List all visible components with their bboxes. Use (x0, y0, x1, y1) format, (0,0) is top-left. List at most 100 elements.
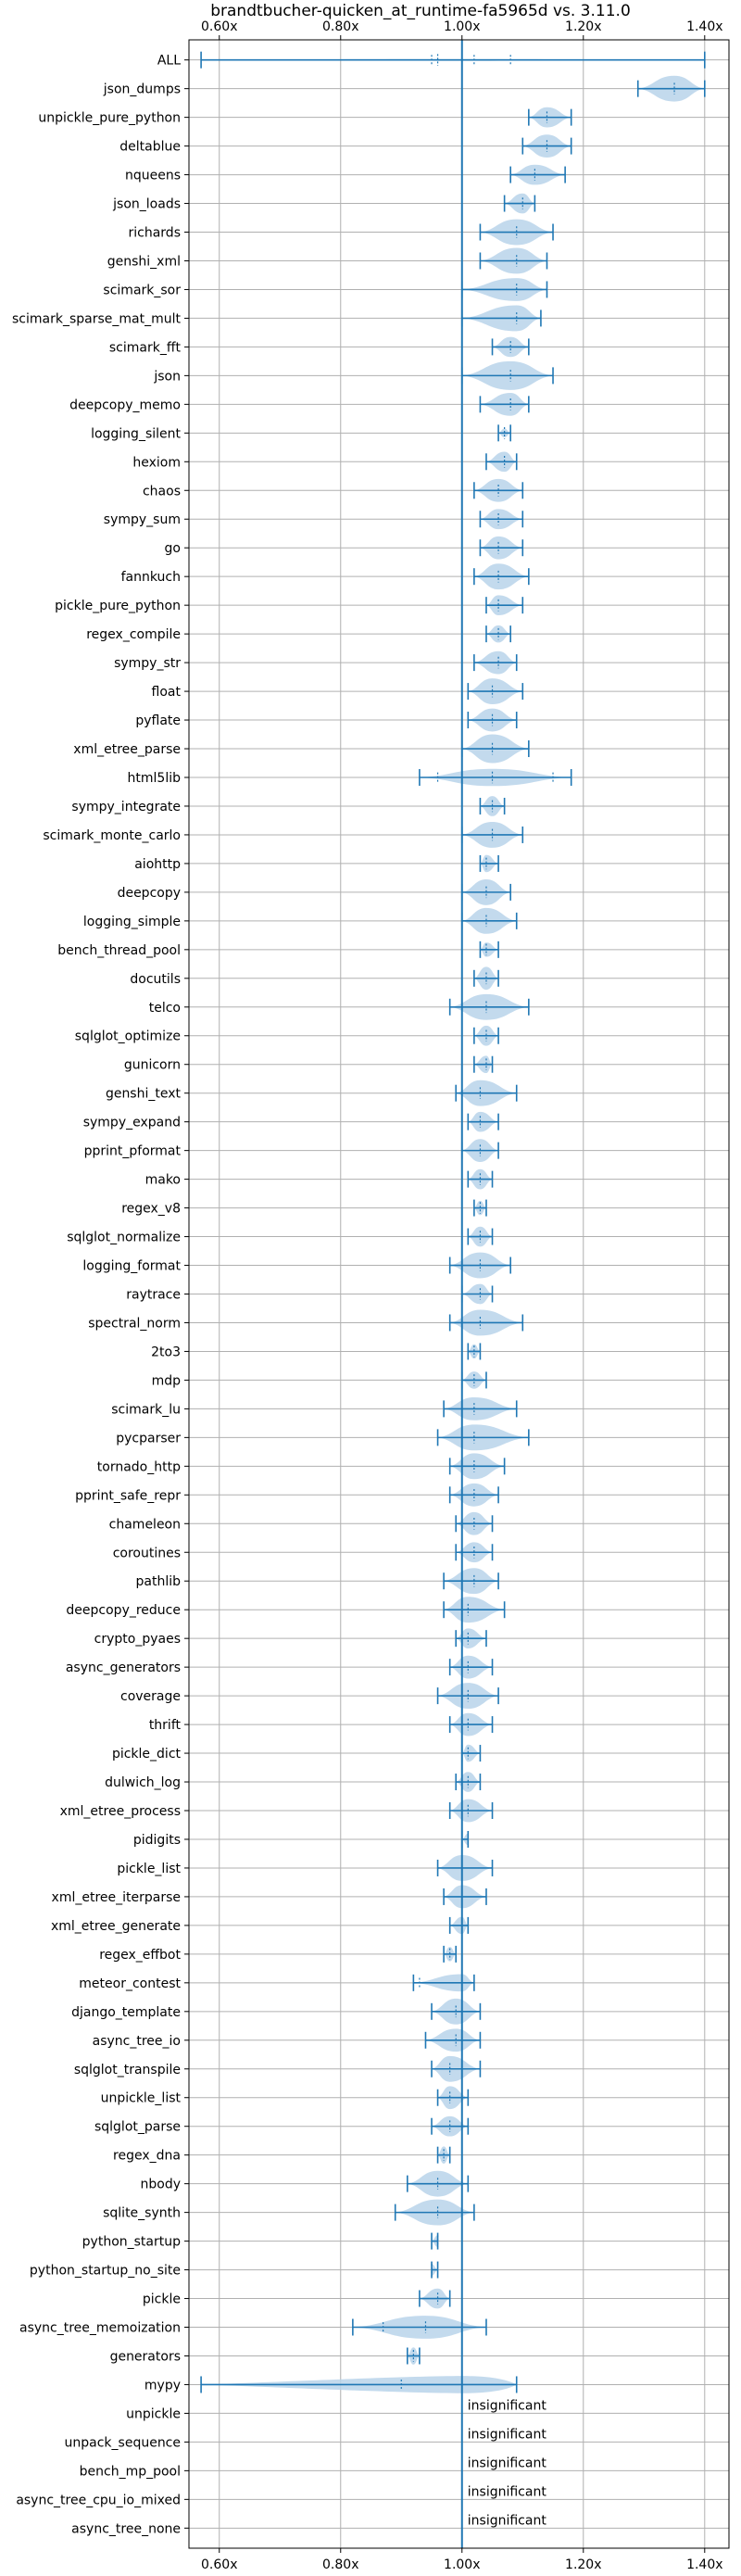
benchmark-label: async_generators (66, 1661, 181, 1675)
benchmark-label: unpickle_pure_python (38, 111, 181, 126)
x-tick-label-top: 0.60x (201, 19, 237, 34)
benchmark-label: scimark_sparse_mat_mult (12, 311, 181, 326)
benchmark-label: meteor_contest (79, 1976, 181, 1991)
benchmark-label: regex_compile (86, 627, 181, 642)
benchmark-label: async_tree_none (71, 2521, 181, 2536)
benchmark-label: dulwich_log (105, 1775, 181, 1790)
benchmark-label: chaos (143, 484, 181, 499)
y-axis-labels: ALL json_dumps unpickle_pure_pythondeltabl… (12, 54, 189, 2536)
benchmark-label: sympy_str (114, 656, 181, 671)
benchmark-label: sympy_integrate (71, 800, 181, 814)
benchmark-label: json_loads (112, 197, 181, 212)
benchmark-label: coverage (120, 1689, 181, 1704)
benchmark-label: chameleon (109, 1517, 181, 1532)
benchmark-label: logging_silent (91, 426, 181, 441)
benchmark-label: sympy_sum (104, 512, 181, 527)
insignificant-label: insignificant (468, 2398, 547, 2413)
benchmark-label: async_tree_memoization (19, 2321, 181, 2336)
chart-title: brandtbucher-quicken_at_runtime-fa5965d … (210, 2, 631, 20)
benchmark-label: hexiom (132, 455, 181, 470)
benchmark-label: crypto_pyaes (94, 1632, 181, 1647)
benchmark-label: pprint_pformat (84, 1144, 182, 1159)
benchmark-label: async_tree_io (93, 2034, 181, 2049)
violin-series (201, 58, 705, 2393)
benchmark-label: sqlglot_optimize (75, 1029, 181, 1044)
benchmark-label: pathlib (136, 1574, 182, 1589)
benchmark-label: scimark_fft (109, 340, 182, 355)
benchmark-label: go (165, 541, 181, 556)
x-tick-label-bottom: 1.40x (686, 2557, 722, 2572)
benchmark-label: xml_etree_process (60, 1804, 181, 1819)
grid-lines (189, 40, 729, 2548)
x-tick-label-bottom: 0.80x (322, 2557, 358, 2572)
benchmark-label: unpack_sequence (65, 2435, 181, 2450)
benchmark-label: mdp (152, 1373, 182, 1388)
benchmark-label: telco (149, 1001, 181, 1016)
x-axis-ticks: 0.60x 0.60x 0.80x 0.80x 1.00x 1.00x 1.20x 1.20x… (201, 19, 723, 2572)
benchmark-label: richards (129, 226, 182, 241)
insignificant-label: insignificant (468, 2484, 547, 2499)
benchmark-label: xml_etree_iterparse (52, 1890, 181, 1905)
benchmark-label: docutils (130, 972, 181, 987)
benchmark-label: xml_etree_parse (73, 742, 181, 757)
benchmark-label: pickle_dict (112, 1747, 182, 1762)
benchmark-label: scimark_lu (111, 1402, 181, 1417)
benchmark-label: bench_mp_pool (80, 2464, 181, 2479)
benchmark-label: raytrace (126, 1288, 181, 1303)
benchmark-label: genshi_xml (107, 254, 181, 269)
benchmark-label: pyflate (135, 713, 181, 728)
benchmark-label: pycparser (116, 1431, 181, 1446)
benchmark-label: unpickle (126, 2406, 181, 2421)
benchmark-label: pprint_safe_repr (75, 1488, 181, 1503)
benchmark-label: mako (145, 1173, 181, 1188)
benchmark-label: sqlglot_parse (94, 2120, 181, 2135)
benchmark-label: aiohttp (134, 857, 181, 872)
benchmark-label: scimark_monte_carlo (43, 828, 181, 843)
x-tick-label-top: 1.40x (686, 19, 722, 34)
benchmark-label: pickle_list (117, 1862, 181, 1876)
x-tick-label-top: 1.00x (444, 19, 480, 34)
benchmark-label: sympy_expand (83, 1116, 181, 1130)
benchmark-label: pickle_pure_python (55, 599, 181, 613)
benchmark-label: spectral_norm (88, 1316, 181, 1331)
benchmark-label: mypy (144, 2378, 181, 2393)
benchmark-label: scimark_sor (103, 283, 181, 297)
benchmark-label: python_startup_no_site (30, 2264, 181, 2279)
benchmark-label: 2to3 (151, 1345, 181, 1359)
benchmark-label: sqlglot_transpile (74, 2063, 181, 2077)
benchmark-label: json (153, 369, 181, 384)
benchmark-label: logging_simple (83, 915, 181, 929)
benchmark-label: float (152, 685, 182, 700)
x-tick-label-bottom: 1.20x (565, 2557, 601, 2572)
x-tick-label-bottom: 0.60x (201, 2557, 237, 2572)
benchmark-label: html5lib (128, 771, 182, 786)
benchmark-label: deepcopy_reduce (66, 1603, 181, 1618)
benchmark-label: django_template (71, 2005, 181, 2020)
benchmark-label: nbody (141, 2178, 182, 2192)
benchmark-label: xml_etree_generate (51, 1919, 181, 1934)
benchmark-label: nqueens (125, 169, 181, 183)
x-tick-label-bottom: 1.00x (444, 2557, 480, 2572)
benchmark-label: python_startup (82, 2235, 181, 2250)
benchmark-label: genshi_text (106, 1087, 182, 1102)
benchmark-label: ALL (157, 54, 181, 69)
benchmark-label: fannkuch (121, 570, 181, 585)
benchmark-label: sqlite_synth (103, 2206, 181, 2221)
insignificant-labels: insignificant insignificant insignificant i… (468, 2398, 547, 2528)
benchmark-label: pickle (143, 2292, 181, 2307)
benchmark-label: regex_v8 (121, 1202, 181, 1217)
benchmark-label: coroutines (113, 1546, 181, 1560)
insignificant-label: insignificant (468, 2456, 547, 2470)
benchmark-label: async_tree_cpu_io_mixed (16, 2493, 181, 2507)
benchmark-label: tornado_http (97, 1459, 181, 1474)
benchmark-label: deltablue (119, 140, 181, 155)
benchmark-label: regex_dna (113, 2149, 181, 2164)
benchmark-label: regex_effbot (99, 1948, 181, 1963)
insignificant-label: insignificant (468, 2513, 547, 2528)
benchmark-label: json_dumps (103, 82, 181, 97)
insignificant-label: insignificant (468, 2427, 547, 2442)
benchmark-label: bench_thread_pool (57, 943, 181, 958)
benchmark-label: gunicorn (124, 1058, 181, 1073)
benchmark-label: logging_format (82, 1259, 181, 1274)
